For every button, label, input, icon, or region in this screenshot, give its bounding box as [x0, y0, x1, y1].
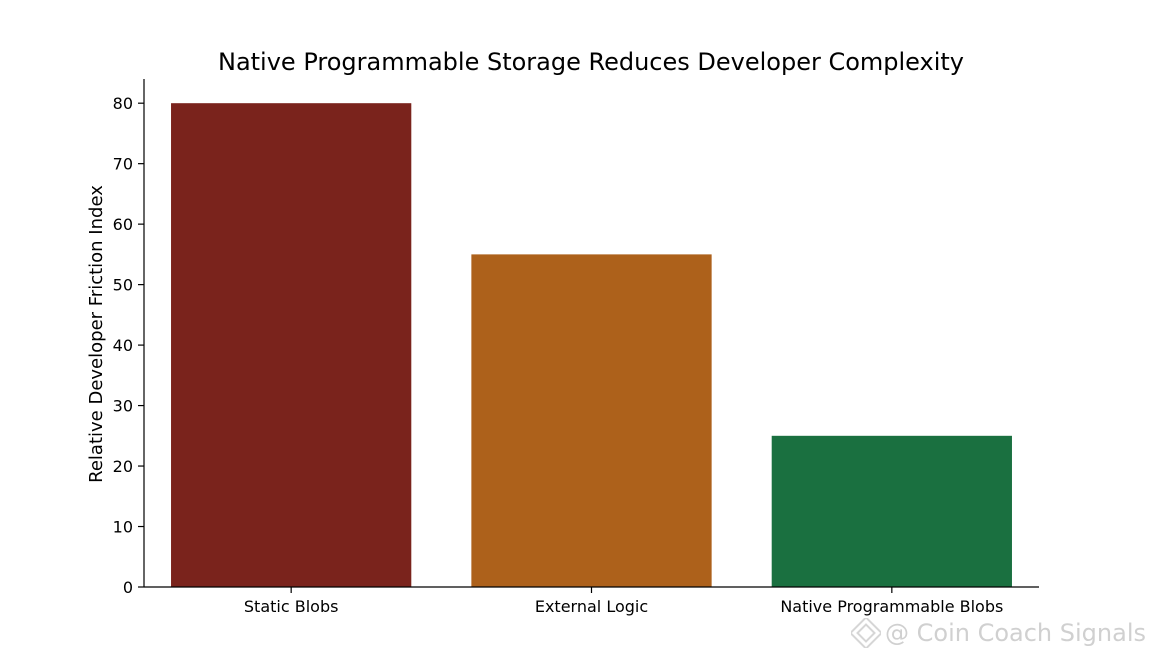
y-axis-ticks: 0 10 20 30 40 50 60 70 80: [113, 94, 144, 597]
y-tick-label: 80: [113, 94, 133, 113]
y-tick-label: 40: [113, 336, 133, 355]
bar-static-blobs: [171, 103, 412, 587]
y-tick-label: 60: [113, 215, 133, 234]
y-tick-label: 20: [113, 457, 133, 476]
chart-title: Native Programmable Storage Reduces Deve…: [218, 48, 964, 76]
watermark: @ Coin Coach Signals: [851, 618, 1146, 648]
y-tick-label: 10: [113, 518, 133, 537]
y-axis-label: Relative Developer Friction Index: [86, 185, 107, 483]
bars-group: [171, 103, 1012, 587]
y-tick-label: 50: [113, 276, 133, 295]
bar-native-programmable-blobs: [771, 435, 1012, 587]
binance-diamond-logo-icon: [851, 618, 881, 648]
x-tick-label: Native Programmable Blobs: [780, 597, 1003, 616]
x-axis-ticks: Static Blobs External Logic Native Program…: [244, 587, 1003, 616]
y-tick-label: 70: [113, 155, 133, 174]
x-tick-label: External Logic: [535, 597, 648, 616]
x-tick-label: Static Blobs: [244, 597, 339, 616]
y-tick-label: 30: [113, 397, 133, 416]
bar-external-logic: [471, 254, 712, 587]
y-tick-label: 0: [123, 578, 133, 597]
watermark-text: @ Coin Coach Signals: [885, 619, 1146, 647]
